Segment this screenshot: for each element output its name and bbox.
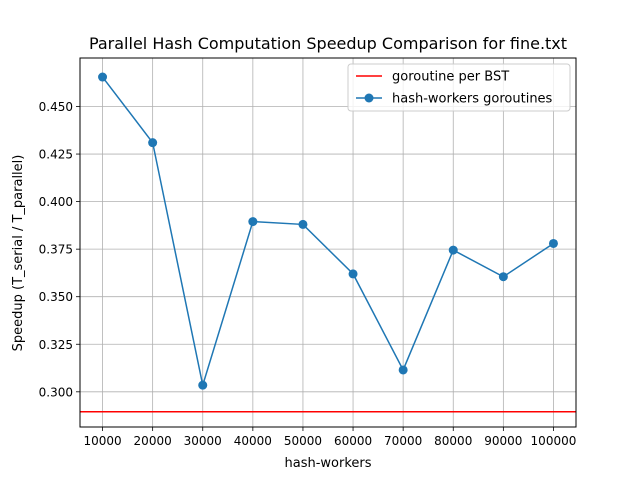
x-tick-label: 50000 (284, 434, 322, 448)
y-tick-label: 0.400 (39, 195, 73, 209)
legend-label-goroutine-per-bst: goroutine per BST (392, 70, 509, 85)
plot-frame (79, 57, 577, 428)
data-point (248, 217, 258, 227)
data-point (298, 219, 308, 229)
data-point (498, 272, 508, 282)
data-point (148, 138, 158, 148)
x-axis: 10000 20000 30000 40000 50000 60000 70000 80000… (83, 427, 576, 448)
legend-box (347, 63, 571, 112)
y-tick-label: 0.425 (39, 148, 73, 162)
x-tick-label: 90000 (484, 434, 522, 448)
data-point (398, 365, 408, 375)
grid (80, 58, 576, 427)
chart-title: Parallel Hash Computation Speedup Compar… (89, 34, 567, 53)
x-axis-label: hash-workers (284, 456, 371, 471)
x-tick-label: 80000 (434, 434, 472, 448)
data-point (348, 269, 358, 279)
y-axis: 0.300 0.325 0.350 0.375 0.400 0.425 0.450 (39, 100, 80, 399)
series-hash-workers-line (101, 76, 554, 386)
x-tick-label: 100000 (531, 434, 577, 448)
x-tick-label: 40000 (234, 434, 272, 448)
y-tick-label: 0.450 (39, 100, 73, 114)
y-axis-label: Speedup (T_serial / T_parallel) (11, 155, 26, 352)
legend-label-hash-workers: hash-workers goroutines (392, 92, 553, 107)
legend-marker-hash-workers (364, 93, 374, 103)
data-point (448, 245, 458, 255)
x-tick-label: 30000 (184, 434, 222, 448)
y-tick-label: 0.300 (39, 385, 73, 399)
y-tick-label: 0.350 (39, 290, 73, 304)
x-tick-label: 70000 (384, 434, 422, 448)
data-point (548, 238, 558, 248)
y-tick-label: 0.325 (39, 338, 73, 352)
data-point (98, 72, 108, 82)
y-tick-label: 0.375 (39, 243, 73, 257)
data-point (198, 380, 208, 390)
x-tick-label: 60000 (334, 434, 372, 448)
x-tick-label: 10000 (83, 434, 121, 448)
legend: goroutine per BST hash-workers goroutine… (347, 63, 571, 112)
series-layer (80, 72, 576, 413)
x-tick-label: 20000 (134, 434, 172, 448)
